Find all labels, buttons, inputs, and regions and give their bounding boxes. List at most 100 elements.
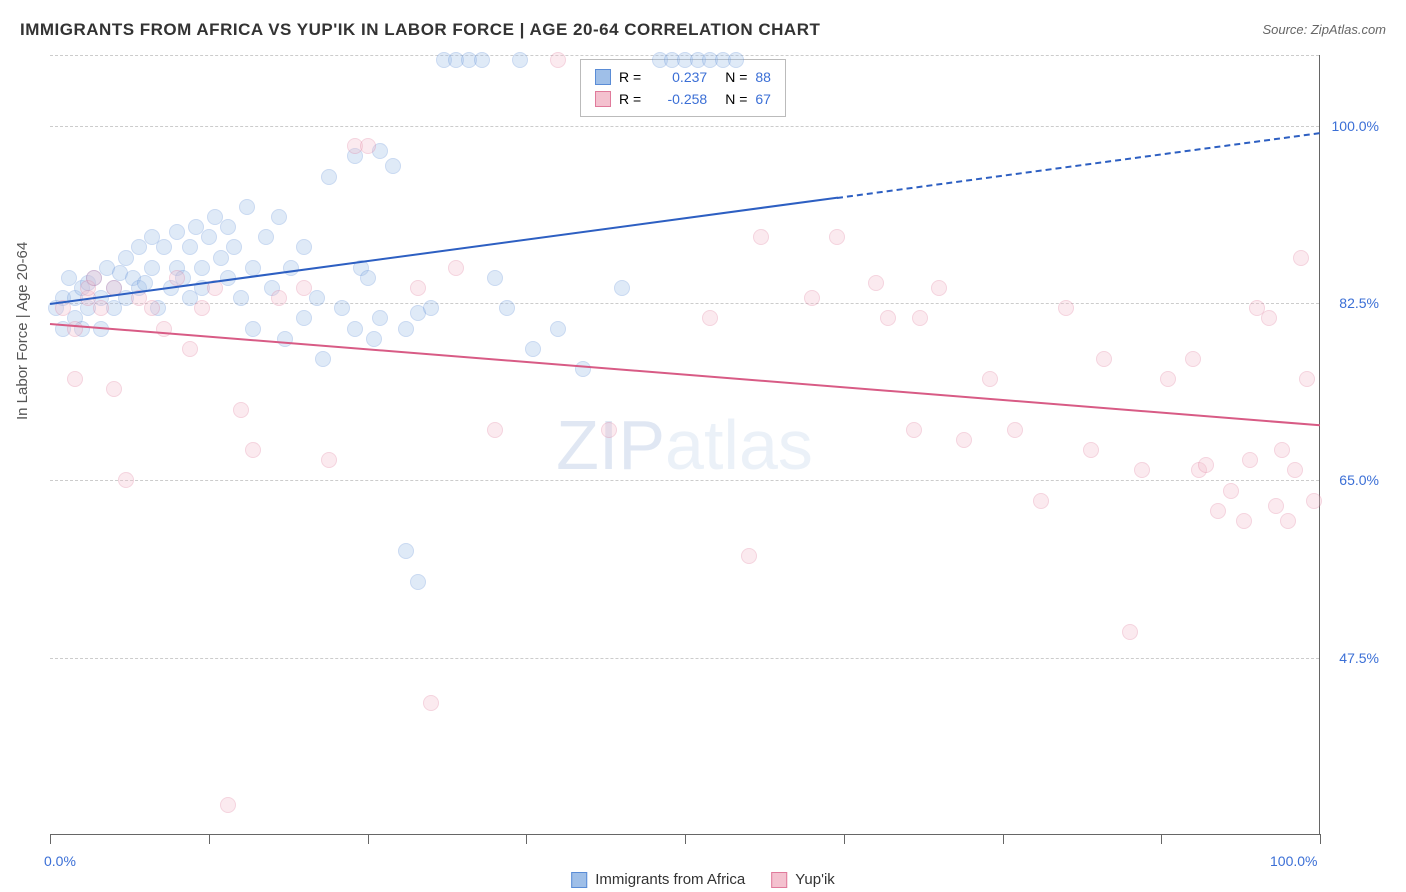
data-point bbox=[156, 239, 172, 255]
x-tick bbox=[368, 834, 369, 844]
data-point bbox=[601, 422, 617, 438]
trend-line bbox=[837, 132, 1320, 199]
data-point bbox=[512, 52, 528, 68]
data-point bbox=[271, 209, 287, 225]
x-tick-label: 0.0% bbox=[44, 853, 76, 869]
data-point bbox=[360, 138, 376, 154]
x-tick bbox=[209, 834, 210, 844]
r-label: R = bbox=[619, 88, 641, 110]
data-point bbox=[741, 548, 757, 564]
r-value: -0.258 bbox=[649, 88, 707, 110]
y-tick-label: 100.0% bbox=[1332, 118, 1379, 134]
data-point bbox=[1306, 493, 1322, 509]
data-point bbox=[1007, 422, 1023, 438]
data-point bbox=[245, 442, 261, 458]
data-point bbox=[1058, 300, 1074, 316]
watermark: ZIPatlas bbox=[556, 405, 813, 485]
data-point bbox=[550, 321, 566, 337]
data-point bbox=[410, 574, 426, 590]
data-point bbox=[194, 260, 210, 276]
n-value: 67 bbox=[755, 88, 771, 110]
legend-row: R = 0.237 N = 88 bbox=[595, 66, 771, 88]
n-label: N = bbox=[725, 88, 747, 110]
data-point bbox=[912, 310, 928, 326]
r-label: R = bbox=[619, 66, 641, 88]
n-value: 88 bbox=[755, 66, 771, 88]
data-point bbox=[1299, 371, 1315, 387]
x-tick bbox=[526, 834, 527, 844]
data-point bbox=[1280, 513, 1296, 529]
data-point bbox=[614, 280, 630, 296]
data-point bbox=[1198, 457, 1214, 473]
data-point bbox=[233, 402, 249, 418]
data-point bbox=[448, 260, 464, 276]
source-attribution: Source: ZipAtlas.com bbox=[1262, 22, 1386, 37]
data-point bbox=[182, 239, 198, 255]
data-point bbox=[296, 310, 312, 326]
legend-swatch bbox=[771, 872, 787, 888]
data-point bbox=[1287, 462, 1303, 478]
data-point bbox=[1083, 442, 1099, 458]
data-point bbox=[194, 300, 210, 316]
data-point bbox=[1236, 513, 1252, 529]
y-tick-label: 65.0% bbox=[1339, 472, 1379, 488]
data-point bbox=[372, 310, 388, 326]
data-point bbox=[1160, 371, 1176, 387]
data-point bbox=[360, 270, 376, 286]
data-point bbox=[93, 300, 109, 316]
y-tick-label: 82.5% bbox=[1339, 295, 1379, 311]
data-point bbox=[220, 797, 236, 813]
data-point bbox=[525, 341, 541, 357]
data-point bbox=[258, 229, 274, 245]
data-point bbox=[1033, 493, 1049, 509]
data-point bbox=[334, 300, 350, 316]
data-point bbox=[931, 280, 947, 296]
data-point bbox=[410, 280, 426, 296]
data-point bbox=[233, 290, 249, 306]
legend-label: Immigrants from Africa bbox=[595, 871, 745, 888]
data-point bbox=[182, 341, 198, 357]
r-value: 0.237 bbox=[649, 66, 707, 88]
data-point bbox=[1096, 351, 1112, 367]
data-point bbox=[1122, 624, 1138, 640]
data-point bbox=[106, 381, 122, 397]
data-point bbox=[398, 543, 414, 559]
data-point bbox=[1210, 503, 1226, 519]
watermark-light: atlas bbox=[665, 406, 813, 484]
watermark-bold: ZIP bbox=[556, 406, 665, 484]
data-point bbox=[144, 260, 160, 276]
data-point bbox=[982, 371, 998, 387]
legend-item: Immigrants from Africa bbox=[571, 871, 745, 888]
x-tick bbox=[1161, 834, 1162, 844]
data-point bbox=[309, 290, 325, 306]
data-point bbox=[220, 219, 236, 235]
data-point bbox=[239, 199, 255, 215]
legend-item: Yup'ik bbox=[771, 871, 835, 888]
data-point bbox=[321, 169, 337, 185]
data-point bbox=[550, 52, 566, 68]
data-point bbox=[144, 300, 160, 316]
data-point bbox=[131, 239, 147, 255]
data-point bbox=[398, 321, 414, 337]
x-tick bbox=[685, 834, 686, 844]
data-point bbox=[271, 290, 287, 306]
data-point bbox=[283, 260, 299, 276]
data-point bbox=[315, 351, 331, 367]
data-point bbox=[1274, 442, 1290, 458]
x-tick bbox=[844, 834, 845, 844]
data-point bbox=[67, 321, 83, 337]
y-axis-label: In Labor Force | Age 20-64 bbox=[14, 242, 31, 420]
data-point bbox=[487, 422, 503, 438]
data-point bbox=[201, 229, 217, 245]
legend-row: R = -0.258 N = 67 bbox=[595, 88, 771, 110]
data-point bbox=[118, 472, 134, 488]
data-point bbox=[347, 321, 363, 337]
data-point bbox=[575, 361, 591, 377]
x-tick-label: 100.0% bbox=[1270, 853, 1317, 869]
n-label: N = bbox=[725, 66, 747, 88]
legend-swatch bbox=[595, 69, 611, 85]
x-tick bbox=[50, 834, 51, 844]
data-point bbox=[245, 260, 261, 276]
gridline bbox=[50, 658, 1319, 659]
data-point bbox=[499, 300, 515, 316]
